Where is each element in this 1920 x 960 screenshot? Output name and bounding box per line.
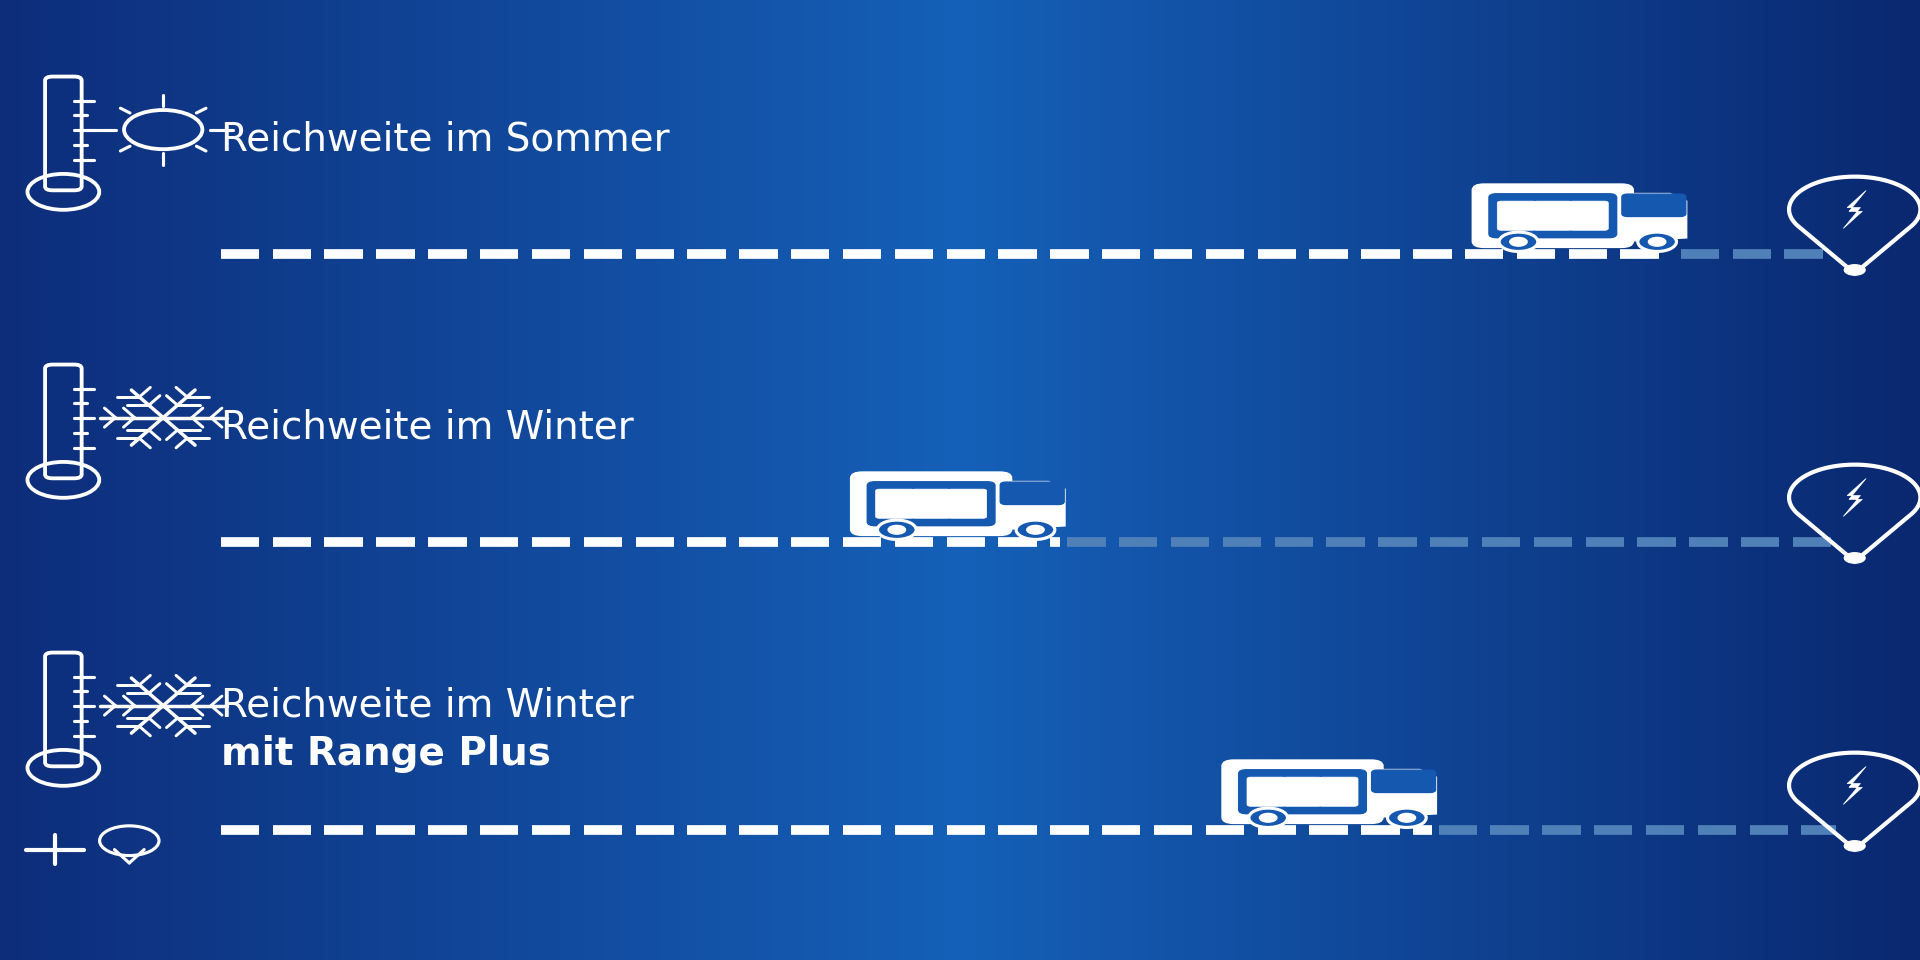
Circle shape (1260, 813, 1277, 822)
FancyBboxPatch shape (1000, 482, 1064, 504)
Circle shape (877, 520, 916, 540)
FancyBboxPatch shape (1319, 778, 1357, 806)
FancyBboxPatch shape (868, 482, 995, 526)
Text: mit Range Plus: mit Range Plus (221, 734, 551, 773)
Text: Reichweite im Sommer: Reichweite im Sommer (221, 120, 670, 158)
FancyBboxPatch shape (1498, 202, 1536, 230)
Polygon shape (1843, 478, 1866, 516)
Circle shape (1248, 808, 1288, 828)
Circle shape (1845, 265, 1864, 276)
FancyBboxPatch shape (1473, 184, 1632, 247)
Polygon shape (1000, 482, 1066, 529)
Polygon shape (1843, 766, 1866, 804)
FancyBboxPatch shape (947, 490, 987, 518)
Circle shape (1027, 525, 1044, 534)
Circle shape (1398, 813, 1415, 822)
Polygon shape (1843, 190, 1866, 228)
FancyBboxPatch shape (1238, 770, 1367, 814)
FancyBboxPatch shape (854, 498, 864, 510)
FancyBboxPatch shape (851, 472, 1012, 535)
FancyBboxPatch shape (876, 490, 914, 518)
Circle shape (1649, 237, 1667, 246)
Circle shape (1509, 237, 1526, 246)
Circle shape (1500, 232, 1538, 252)
FancyBboxPatch shape (1371, 770, 1436, 792)
FancyBboxPatch shape (912, 490, 950, 518)
Circle shape (1845, 841, 1864, 852)
FancyBboxPatch shape (1534, 202, 1572, 230)
FancyBboxPatch shape (1476, 210, 1486, 222)
FancyBboxPatch shape (1622, 194, 1686, 216)
Polygon shape (1620, 194, 1686, 241)
Polygon shape (1371, 770, 1436, 817)
Circle shape (1016, 520, 1054, 540)
Circle shape (889, 525, 906, 534)
Circle shape (1638, 232, 1676, 252)
FancyBboxPatch shape (1488, 194, 1617, 238)
Circle shape (1388, 808, 1427, 828)
Circle shape (1845, 553, 1864, 564)
FancyBboxPatch shape (1283, 778, 1323, 806)
FancyBboxPatch shape (1246, 778, 1286, 806)
Text: Reichweite im Winter: Reichweite im Winter (221, 686, 634, 725)
Text: Reichweite im Winter: Reichweite im Winter (221, 408, 634, 446)
FancyBboxPatch shape (1223, 760, 1382, 823)
FancyBboxPatch shape (1569, 202, 1609, 230)
FancyBboxPatch shape (1225, 786, 1236, 798)
